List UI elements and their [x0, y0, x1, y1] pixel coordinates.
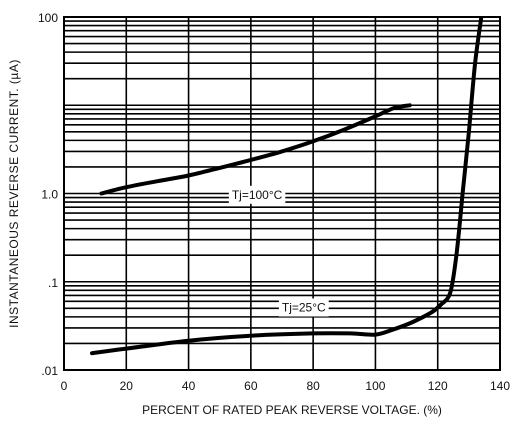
grid-lines	[63, 16, 501, 371]
curve-label-text: Tj=100°C	[232, 188, 283, 202]
x-tick-labels: 0 20 40 60 80 100 120 140	[61, 379, 511, 393]
x-tick-label: 100	[365, 379, 385, 393]
curve-label-background	[228, 185, 286, 204]
y-tick-label: 100	[38, 11, 58, 25]
curve-label-1: Tj=100°C	[228, 185, 286, 204]
plot-frame	[63, 16, 501, 371]
x-tick-label: 120	[428, 379, 448, 393]
x-tick-label: 60	[244, 379, 258, 393]
series-line-2	[90, 17, 484, 356]
y-tick-label: .1	[48, 276, 58, 290]
y-tick-label: .01	[41, 364, 58, 378]
x-tick-label: 140	[490, 379, 510, 393]
x-axis-title: PERCENT OF RATED PEAK REVERSE VOLTAGE. (…	[142, 403, 442, 417]
curve-labels-layer: Tj=100°C Tj=25°C	[228, 185, 329, 317]
y-axis-title: INSTANTANEOUS REVERSE CURRENT. (µA)	[7, 59, 21, 328]
curves-layer	[90, 17, 484, 356]
x-tick-label: 20	[120, 379, 134, 393]
x-tick-label: 0	[61, 379, 68, 393]
x-tick-label: 40	[182, 379, 196, 393]
curve-label-text: Tj=25°C	[282, 301, 326, 315]
y-tick-label: 1.0	[41, 188, 58, 202]
y-tick-labels: .01 .1 1.0 100	[38, 11, 58, 378]
x-tick-label: 80	[306, 379, 320, 393]
series-line-1	[99, 103, 412, 196]
curve-label-background	[278, 298, 329, 317]
curve-label-2: Tj=25°C	[278, 298, 329, 317]
